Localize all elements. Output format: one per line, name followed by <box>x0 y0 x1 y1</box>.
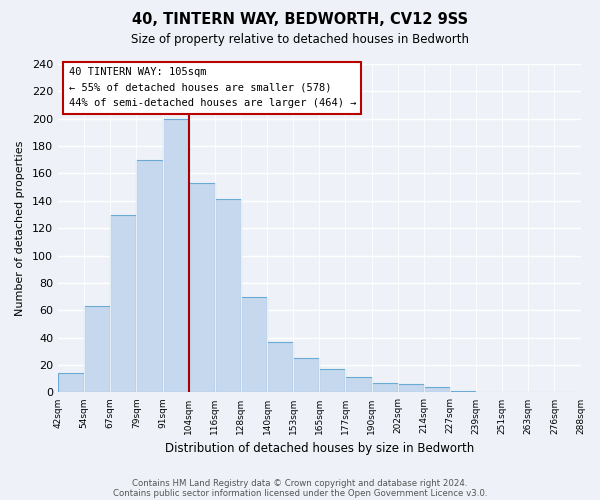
Text: Size of property relative to detached houses in Bedworth: Size of property relative to detached ho… <box>131 32 469 46</box>
Text: Contains public sector information licensed under the Open Government Licence v3: Contains public sector information licen… <box>113 488 487 498</box>
Bar <box>163 118 188 392</box>
X-axis label: Distribution of detached houses by size in Bedworth: Distribution of detached houses by size … <box>164 442 474 455</box>
Bar <box>58 374 84 392</box>
Bar <box>188 183 215 392</box>
Text: Contains HM Land Registry data © Crown copyright and database right 2024.: Contains HM Land Registry data © Crown c… <box>132 478 468 488</box>
Text: 40, TINTERN WAY, BEDWORTH, CV12 9SS: 40, TINTERN WAY, BEDWORTH, CV12 9SS <box>132 12 468 28</box>
Bar <box>346 378 371 392</box>
Bar <box>267 342 293 392</box>
Bar <box>319 369 346 392</box>
Bar <box>371 383 398 392</box>
Text: 40 TINTERN WAY: 105sqm
← 55% of detached houses are smaller (578)
44% of semi-de: 40 TINTERN WAY: 105sqm ← 55% of detached… <box>68 68 356 108</box>
Bar <box>84 306 110 392</box>
Bar <box>136 160 163 392</box>
Bar <box>215 200 241 392</box>
Bar <box>398 384 424 392</box>
Bar <box>241 296 267 392</box>
Bar <box>110 214 136 392</box>
Y-axis label: Number of detached properties: Number of detached properties <box>15 140 25 316</box>
Bar <box>293 358 319 392</box>
Bar <box>424 387 450 392</box>
Bar <box>450 391 476 392</box>
